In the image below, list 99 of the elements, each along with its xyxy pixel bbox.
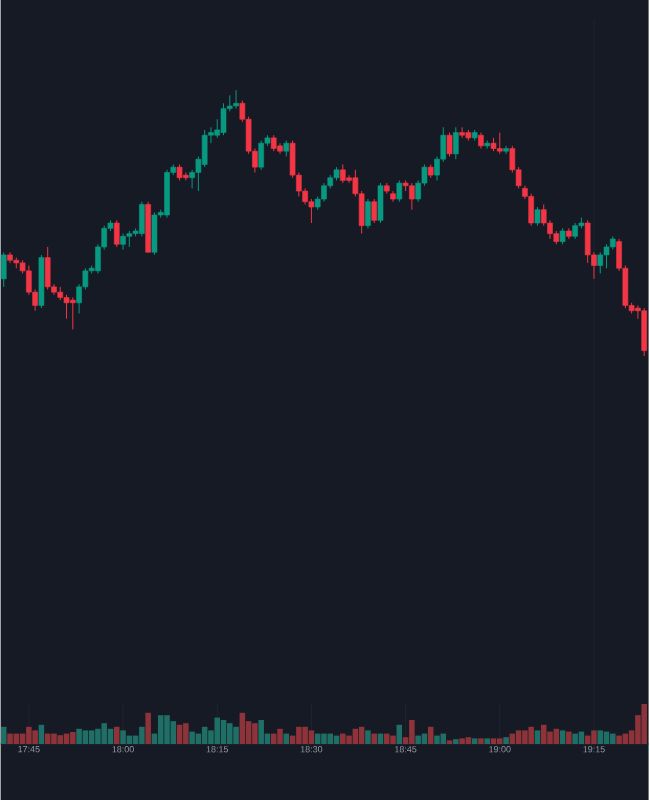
bar bbox=[170, 721, 177, 744]
bar bbox=[472, 738, 478, 744]
candlestick bbox=[497, 132, 503, 155]
candlestick bbox=[409, 182, 416, 211]
bar bbox=[610, 733, 616, 744]
bar bbox=[572, 733, 579, 744]
bar bbox=[434, 735, 441, 744]
candlestick bbox=[371, 198, 378, 224]
bar bbox=[466, 737, 472, 744]
bar bbox=[89, 730, 95, 744]
bar bbox=[346, 735, 353, 744]
bar bbox=[591, 730, 598, 744]
bar bbox=[214, 717, 221, 744]
candlestick bbox=[114, 219, 120, 248]
candlestick bbox=[152, 211, 158, 256]
bar bbox=[478, 738, 485, 744]
candlestick bbox=[535, 206, 541, 227]
bar bbox=[271, 733, 277, 744]
candlestick bbox=[396, 179, 403, 203]
bar bbox=[277, 728, 284, 744]
bar bbox=[365, 730, 372, 744]
bar bbox=[233, 726, 240, 744]
candlestick bbox=[340, 163, 347, 184]
bar bbox=[541, 724, 547, 744]
candlestick bbox=[597, 251, 604, 275]
candlestick bbox=[447, 132, 453, 157]
candlestick bbox=[39, 254, 45, 309]
bar bbox=[145, 712, 152, 744]
bar bbox=[390, 735, 397, 744]
candlestick bbox=[321, 182, 328, 203]
bar bbox=[32, 730, 39, 744]
bar bbox=[384, 733, 390, 744]
bar bbox=[51, 733, 58, 744]
candlestick bbox=[459, 126, 466, 139]
bar bbox=[340, 733, 346, 744]
bar bbox=[616, 735, 623, 744]
bar bbox=[101, 723, 108, 744]
bar bbox=[70, 731, 76, 744]
bar bbox=[302, 726, 309, 744]
bar bbox=[327, 733, 334, 744]
candlestick bbox=[258, 140, 265, 171]
bar bbox=[95, 728, 102, 744]
candlestick bbox=[221, 102, 227, 136]
candlestick bbox=[70, 296, 77, 330]
bar bbox=[39, 724, 45, 744]
bar bbox=[547, 731, 554, 744]
candlestick bbox=[365, 198, 372, 229]
bar bbox=[189, 731, 196, 744]
bar bbox=[183, 723, 190, 744]
candlestick bbox=[528, 193, 535, 227]
bar bbox=[227, 723, 233, 744]
candlestick bbox=[233, 89, 240, 110]
bar bbox=[566, 731, 573, 744]
bar bbox=[139, 726, 146, 744]
candlestick bbox=[45, 246, 51, 290]
bar bbox=[221, 719, 227, 744]
bar bbox=[321, 733, 328, 744]
bar bbox=[560, 730, 566, 744]
candlestick bbox=[139, 201, 146, 237]
bar bbox=[7, 733, 14, 744]
bar bbox=[535, 730, 541, 744]
bar bbox=[409, 719, 416, 744]
bar bbox=[258, 719, 265, 744]
bar bbox=[440, 733, 447, 744]
bar bbox=[252, 723, 259, 744]
bar bbox=[114, 726, 120, 744]
bar bbox=[177, 724, 183, 744]
candlestick bbox=[378, 182, 384, 224]
bar bbox=[57, 735, 64, 744]
bar bbox=[522, 730, 529, 744]
candlestick bbox=[604, 243, 610, 269]
candlestick bbox=[503, 145, 510, 155]
candlestick bbox=[145, 201, 152, 253]
bar bbox=[491, 738, 497, 744]
bar bbox=[120, 730, 127, 744]
bar bbox=[641, 703, 648, 744]
candlestick bbox=[641, 307, 648, 357]
bar bbox=[83, 730, 89, 744]
candlestick bbox=[164, 169, 171, 219]
bar bbox=[597, 730, 604, 744]
bar bbox=[396, 724, 403, 744]
bar bbox=[309, 730, 315, 744]
bar bbox=[164, 715, 171, 744]
bar bbox=[76, 728, 83, 744]
bar bbox=[528, 726, 535, 744]
bar bbox=[415, 735, 422, 744]
bar bbox=[497, 738, 503, 744]
bar bbox=[296, 726, 303, 744]
bar bbox=[484, 738, 491, 744]
bar bbox=[503, 737, 510, 744]
candlestick bbox=[453, 126, 460, 160]
candlestick bbox=[1, 251, 7, 288]
bar bbox=[239, 712, 246, 744]
bar bbox=[459, 738, 466, 744]
bar bbox=[371, 733, 378, 744]
bar bbox=[158, 715, 164, 744]
bar bbox=[26, 726, 33, 744]
bar bbox=[516, 730, 522, 744]
bar bbox=[246, 721, 252, 744]
